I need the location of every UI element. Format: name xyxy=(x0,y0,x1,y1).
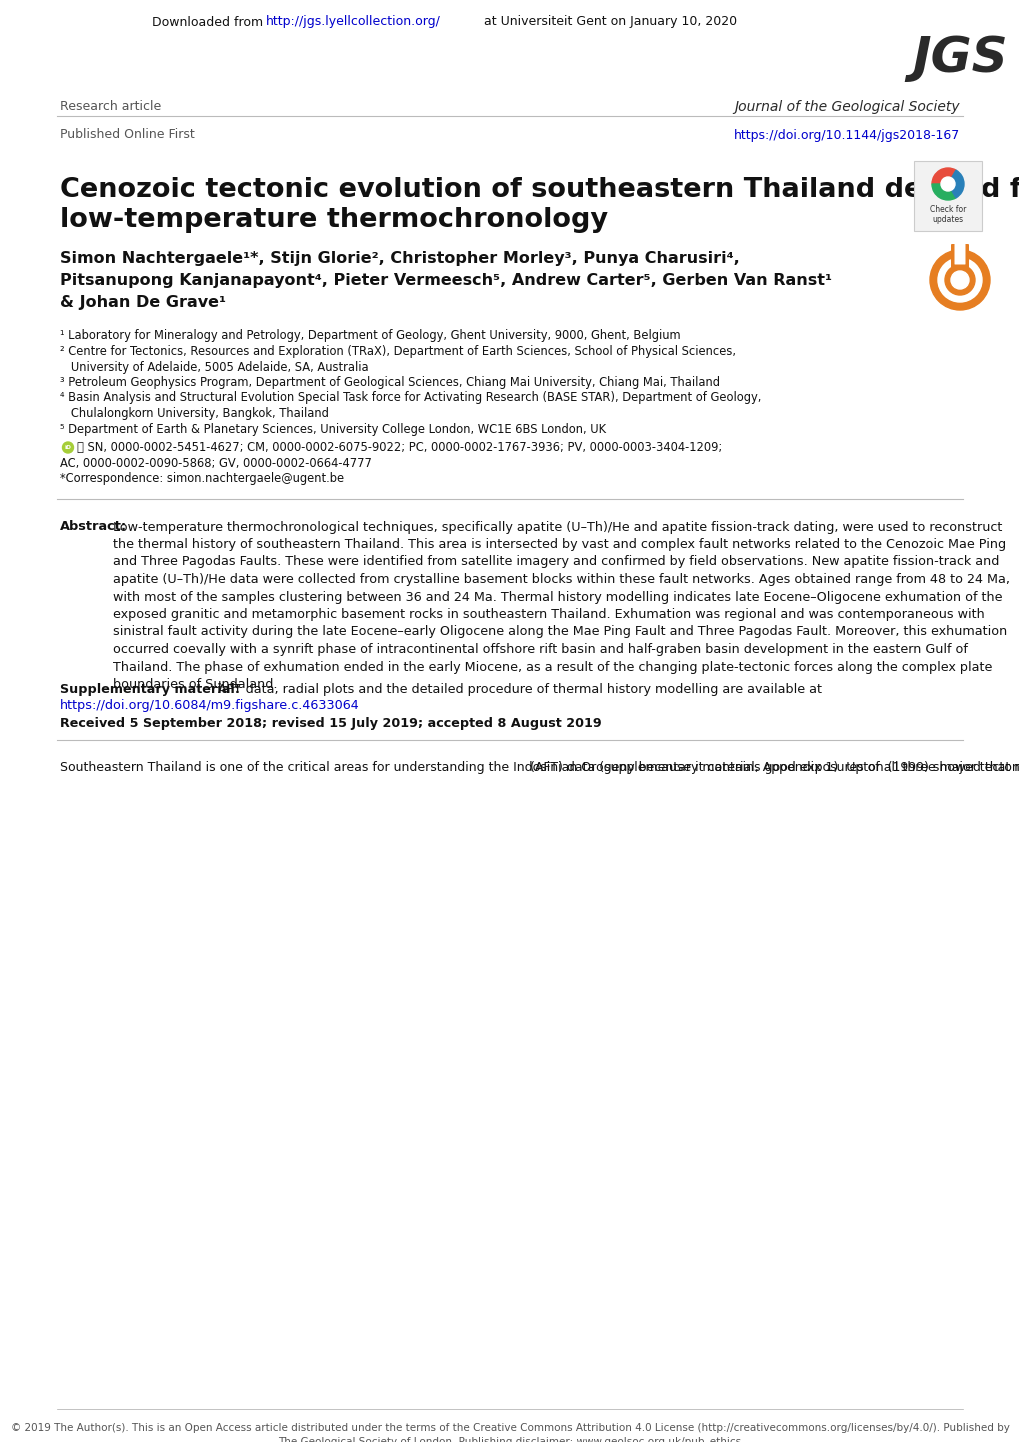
Wedge shape xyxy=(931,169,955,185)
Text: Supplementary material:: Supplementary material: xyxy=(60,684,239,696)
Text: ⁴ Basin Analysis and Structural Evolution Special Task force for Activating Rese: ⁴ Basin Analysis and Structural Evolutio… xyxy=(60,391,760,405)
Text: Published Online First: Published Online First xyxy=(60,128,195,141)
Circle shape xyxy=(944,265,974,296)
Circle shape xyxy=(950,271,968,288)
Text: https://doi.org/10.6084/m9.figshare.c.4633064: https://doi.org/10.6084/m9.figshare.c.46… xyxy=(60,699,360,712)
Wedge shape xyxy=(947,170,963,198)
Text: © 2019 The Author(s). This is an Open Access article distributed under the terms: © 2019 The Author(s). This is an Open Ac… xyxy=(10,1423,1009,1442)
Text: Journal of the Geological Society: Journal of the Geological Society xyxy=(734,99,959,114)
Text: & Johan De Grave¹: & Johan De Grave¹ xyxy=(60,296,226,310)
Text: ⁵ Department of Earth & Planetary Sciences, University College London, WC1E 6BS : ⁵ Department of Earth & Planetary Scienc… xyxy=(60,423,605,435)
Text: Research article: Research article xyxy=(60,101,161,114)
Circle shape xyxy=(941,177,954,190)
FancyBboxPatch shape xyxy=(913,162,981,231)
FancyBboxPatch shape xyxy=(950,244,968,268)
Text: at Universiteit Gent on January 10, 2020: at Universiteit Gent on January 10, 2020 xyxy=(480,16,737,29)
Text: ¹ Laboratory for Mineralogy and Petrology, Department of Geology, Ghent Universi: ¹ Laboratory for Mineralogy and Petrolog… xyxy=(60,330,680,343)
Text: Cenozoic tectonic evolution of southeastern Thailand derived from: Cenozoic tectonic evolution of southeast… xyxy=(60,177,1019,203)
Text: Pitsanupong Kanjanapayont⁴, Pieter Vermeesch⁵, Andrew Carter⁵, Gerben Van Ranst¹: Pitsanupong Kanjanapayont⁴, Pieter Verme… xyxy=(60,274,832,288)
Text: Ⓞ SN, 0000-0002-5451-4627; CM, 0000-0002-6075-9022; PC, 0000-0002-1767-3936; PV,: Ⓞ SN, 0000-0002-5451-4627; CM, 0000-0002… xyxy=(76,441,721,454)
Text: https://doi.org/10.1144/jgs2018-167: https://doi.org/10.1144/jgs2018-167 xyxy=(733,128,959,141)
Text: Low-temperature thermochronological techniques, specifically apatite (U–Th)/He a: Low-temperature thermochronological tech… xyxy=(113,521,1009,691)
Text: Downloaded from: Downloaded from xyxy=(152,16,267,29)
Circle shape xyxy=(929,249,989,310)
Text: AC, 0000-0002-0090-5868; GV, 0000-0002-0664-4777: AC, 0000-0002-0090-5868; GV, 0000-0002-0… xyxy=(60,457,372,470)
Text: Chulalongkorn University, Bangkok, Thailand: Chulalongkorn University, Bangkok, Thail… xyxy=(60,407,328,420)
Text: Abstract:: Abstract: xyxy=(60,521,127,534)
Text: University of Adelaide, 5005 Adelaide, SA, Australia: University of Adelaide, 5005 Adelaide, S… xyxy=(60,360,368,373)
Text: Simon Nachtergaele¹*, Stijn Glorie², Christopher Morley³, Punya Charusiri⁴,: Simon Nachtergaele¹*, Stijn Glorie², Chr… xyxy=(60,251,739,265)
Wedge shape xyxy=(931,185,955,200)
FancyBboxPatch shape xyxy=(954,244,965,264)
Text: Southeastern Thailand is one of the critical areas for understanding the Indosin: Southeastern Thailand is one of the crit… xyxy=(60,761,1019,774)
Text: ² Centre for Tectonics, Resources and Exploration (TRaX), Department of Earth Sc: ² Centre for Tectonics, Resources and Ex… xyxy=(60,345,736,358)
Text: http://jgs.lyellcollection.org/: http://jgs.lyellcollection.org/ xyxy=(266,16,440,29)
Circle shape xyxy=(62,443,73,453)
Text: ³ Petroleum Geophysics Program, Department of Geological Sciences, Chiang Mai Un: ³ Petroleum Geophysics Program, Departme… xyxy=(60,376,719,389)
Circle shape xyxy=(937,258,981,301)
Text: updates: updates xyxy=(931,215,963,224)
Text: AFT data, radial plots and the detailed procedure of thermal history modelling a: AFT data, radial plots and the detailed … xyxy=(214,684,821,696)
Text: iD: iD xyxy=(64,446,71,450)
Text: (AFT) data (supplementary material, Appendix 1). Upton (1999) showed that most e: (AFT) data (supplementary material, Appe… xyxy=(530,761,1019,774)
Text: *Correspondence: simon.nachtergaele@ugent.be: *Correspondence: simon.nachtergaele@ugen… xyxy=(60,472,343,485)
Text: Check for: Check for xyxy=(929,206,965,215)
Text: low-temperature thermochronology: low-temperature thermochronology xyxy=(60,208,607,234)
Text: JGS: JGS xyxy=(911,35,1007,82)
Text: Received 5 September 2018; revised 15 July 2019; accepted 8 August 2019: Received 5 September 2018; revised 15 Ju… xyxy=(60,717,601,730)
